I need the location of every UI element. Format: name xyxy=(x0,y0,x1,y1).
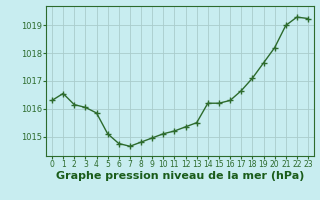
X-axis label: Graphe pression niveau de la mer (hPa): Graphe pression niveau de la mer (hPa) xyxy=(56,171,304,181)
